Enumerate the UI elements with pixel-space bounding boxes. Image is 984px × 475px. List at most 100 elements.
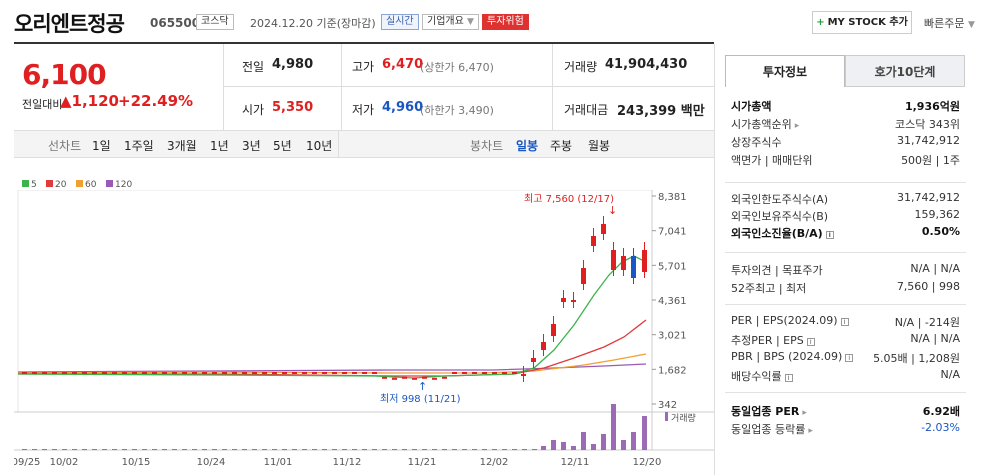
volume-bar <box>72 449 77 450</box>
invest-value-0-0: 1,936억원 <box>904 100 960 113</box>
candle <box>322 372 327 374</box>
invest-label-4-1[interactable]: 동일업종 등락률 ▸ <box>731 423 813 436</box>
candle <box>601 224 606 234</box>
invest-value-4-0: 6.92배 <box>922 405 960 418</box>
candle <box>302 372 307 374</box>
volume-bar <box>62 449 67 450</box>
candle <box>292 372 297 374</box>
my-stock-add-button[interactable]: + MY STOCK 추가 <box>812 11 912 34</box>
invest-value-1-1: 159,362 <box>914 208 961 221</box>
candle <box>462 372 467 374</box>
period-button-4[interactable]: 3년 <box>242 139 261 153</box>
volume-bar <box>302 449 307 450</box>
info-icon[interactable]: i <box>840 318 849 326</box>
price-chart[interactable]: 8,381 7,041 5,701 4,361 3,021 1,682 342 09/25 10… <box>14 190 714 475</box>
upper-limit: (상한가 6,470) <box>420 61 494 74</box>
volume-bar <box>312 449 317 450</box>
candle <box>222 372 227 374</box>
volume-bar <box>482 449 487 450</box>
volume-bar <box>122 449 127 450</box>
x-tick-label: 09/25 <box>14 457 40 468</box>
candle <box>242 372 247 374</box>
invest-label-0-1[interactable]: 시가총액순위 ▸ <box>731 118 800 131</box>
info-icon[interactable]: i <box>825 231 834 239</box>
change-percent: +22.49% <box>118 92 194 110</box>
tab-invest-info[interactable]: 투자정보 <box>725 55 845 87</box>
volume-bar <box>452 449 457 450</box>
volume-bar <box>492 449 497 450</box>
low-label: 저가 <box>352 103 375 117</box>
trade-value: 243,399 백만 <box>617 104 705 119</box>
candle <box>152 372 157 374</box>
period-button-2[interactable]: 3개월 <box>167 139 197 153</box>
warning-badge: 투자위험 <box>482 14 529 30</box>
volume-bar <box>402 449 407 450</box>
realtime-button[interactable]: 실시간 <box>381 14 419 30</box>
lower-limit: (하한가 3,490) <box>420 104 494 117</box>
tab-orderbook[interactable]: 호가10단계 <box>845 55 965 87</box>
high-arrow-icon: ↓ <box>608 204 617 217</box>
y-tick-label: 5,701 <box>658 261 687 272</box>
invest-label-0-0: 시가총액 <box>731 100 772 113</box>
volume-bar <box>252 449 257 450</box>
company-info-dropdown[interactable]: 기업개요 ▼ <box>422 14 479 30</box>
low-annotation: 최저 998 (11/21) <box>380 393 461 405</box>
info-icon[interactable]: i <box>784 374 793 382</box>
volume-bar <box>382 449 387 450</box>
stock-name: 오리엔트정공 <box>14 12 125 36</box>
invest-label-1-2: 외국인소진율(B/A) i <box>731 225 834 241</box>
period-button-6[interactable]: 10년 <box>306 139 333 153</box>
candle <box>561 298 566 302</box>
plot-frame <box>17 190 653 413</box>
volume-bar <box>332 449 337 450</box>
y-tick-label: 4,361 <box>658 296 687 307</box>
candle <box>372 372 377 374</box>
volume-bar <box>532 449 537 450</box>
volume-bar <box>631 432 636 450</box>
info-icon[interactable]: i <box>806 338 815 346</box>
candle <box>502 372 507 374</box>
prev-close-label: 전일 <box>242 60 265 74</box>
info-icon[interactable]: i <box>845 354 854 362</box>
candle <box>362 372 367 374</box>
change-value: ▲1,120 <box>60 92 119 110</box>
candle-period-button-0[interactable]: 일봉 <box>516 139 539 153</box>
period-button-3[interactable]: 1년 <box>210 139 229 153</box>
volume-legend-swatch <box>665 412 668 421</box>
candle-period-button-1[interactable]: 주봉 <box>550 139 573 153</box>
market-badge: 코스닥 <box>196 14 234 30</box>
volume-bar <box>472 449 477 450</box>
invest-label-4-0[interactable]: 동일업종 PER ▸ <box>731 405 807 418</box>
high-label: 고가 <box>352 60 375 74</box>
candle <box>142 372 147 374</box>
invest-value-3-2: 5.05배 | 1,208원 <box>873 352 960 365</box>
high-annotation: 최고 7,560 (12/17) <box>524 193 614 205</box>
volume-bar <box>512 449 517 450</box>
volume-bar <box>502 449 507 450</box>
x-tick-label: 12/20 <box>633 457 662 468</box>
candle-period-button-2[interactable]: 월봉 <box>588 139 611 153</box>
period-button-0[interactable]: 1일 <box>92 139 111 153</box>
volume-bar <box>601 434 606 450</box>
x-tick-label: 12/11 <box>561 457 590 468</box>
candle <box>521 374 526 376</box>
volume-bar <box>611 404 616 450</box>
candle <box>512 372 517 374</box>
x-tick-label: 10/02 <box>50 457 79 468</box>
panel-separator <box>725 392 966 393</box>
invest-label-1-0: 외국인한도주식수(A) <box>731 193 829 206</box>
volume-bar <box>82 449 87 450</box>
stock-code: 065500 <box>150 16 201 30</box>
open-label: 시가 <box>242 103 265 117</box>
volume-bar <box>561 442 566 450</box>
candle-chart-label: 봉차트 <box>470 139 504 153</box>
candle <box>32 372 37 374</box>
period-button-1[interactable]: 1주일 <box>124 139 154 153</box>
quick-order-button[interactable]: 빠른주문 ▼ <box>924 17 975 30</box>
change-label: 전일대비 <box>22 98 63 111</box>
candle <box>172 372 177 374</box>
volume-bar <box>102 449 107 450</box>
open-value: 5,350 <box>272 100 314 115</box>
candle <box>202 372 207 374</box>
period-button-5[interactable]: 5년 <box>273 139 292 153</box>
